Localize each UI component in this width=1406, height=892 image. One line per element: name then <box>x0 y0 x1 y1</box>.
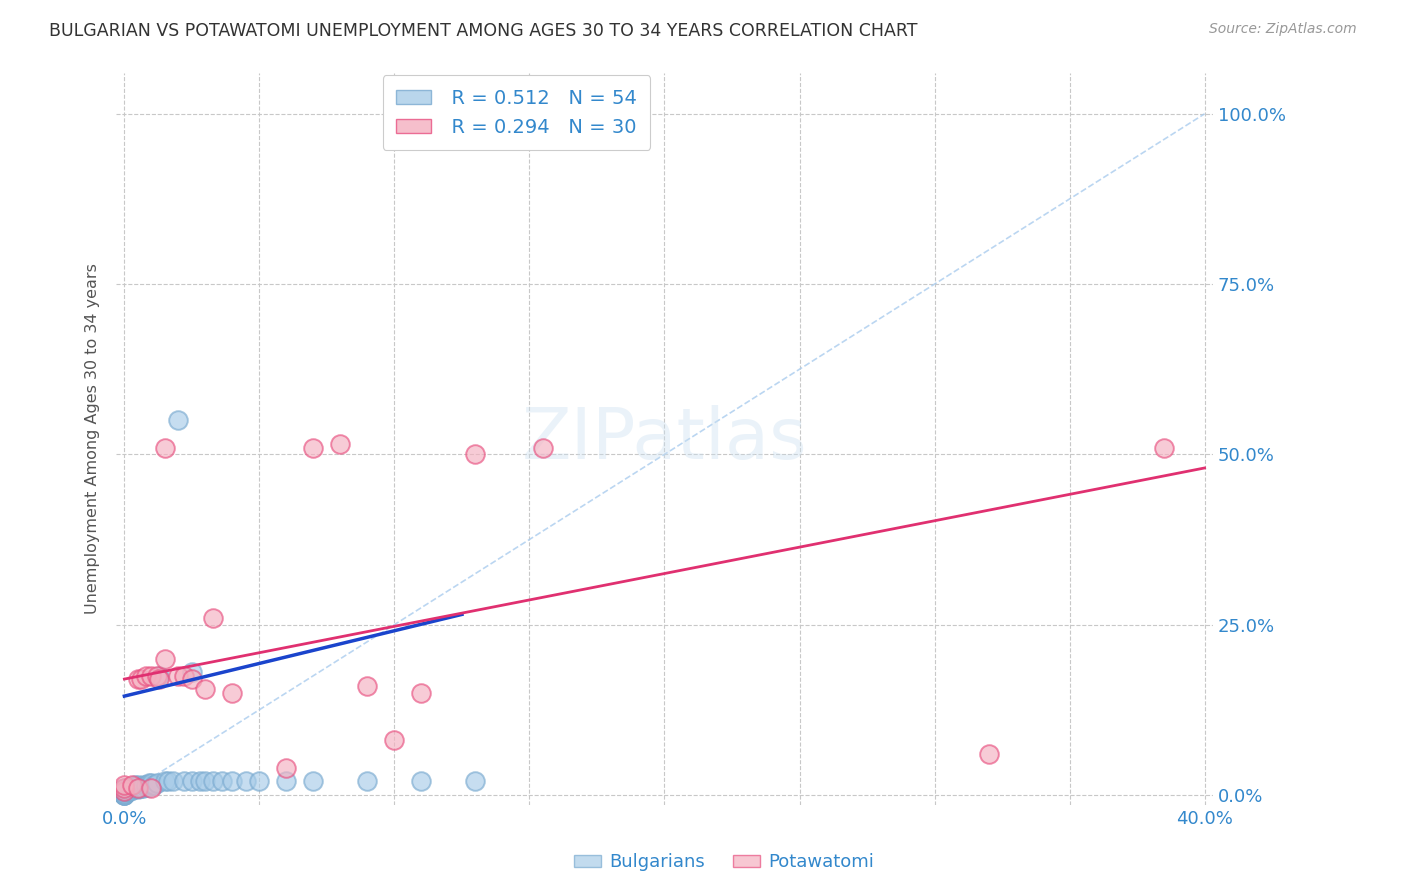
Point <box>132 778 155 792</box>
Point <box>188 774 211 789</box>
Point <box>276 761 298 775</box>
Point <box>180 774 202 789</box>
Point <box>356 774 378 789</box>
Point <box>118 784 141 798</box>
Point <box>148 668 170 682</box>
Point <box>356 679 378 693</box>
Point <box>146 668 169 682</box>
Point <box>135 778 157 792</box>
Point <box>235 774 257 789</box>
Point <box>112 780 135 795</box>
Point <box>121 783 143 797</box>
Point <box>112 788 135 802</box>
Point <box>118 780 141 795</box>
Point <box>146 775 169 789</box>
Point <box>127 782 149 797</box>
Point <box>138 780 160 794</box>
Point <box>112 788 135 802</box>
Legend: Bulgarians, Potawatomi: Bulgarians, Potawatomi <box>567 847 882 879</box>
Point <box>143 778 166 792</box>
Point <box>329 437 352 451</box>
Point <box>135 668 157 682</box>
Point <box>112 784 135 798</box>
Text: BULGARIAN VS POTAWATOMI UNEMPLOYMENT AMONG AGES 30 TO 34 YEARS CORRELATION CHART: BULGARIAN VS POTAWATOMI UNEMPLOYMENT AMO… <box>49 22 918 40</box>
Point <box>464 447 486 461</box>
Point <box>127 780 149 795</box>
Point <box>194 774 217 789</box>
Point <box>384 733 406 747</box>
Point <box>180 665 202 680</box>
Point <box>129 780 152 795</box>
Point <box>247 774 270 789</box>
Point <box>153 441 176 455</box>
Y-axis label: Unemployment Among Ages 30 to 34 years: Unemployment Among Ages 30 to 34 years <box>86 264 100 615</box>
Point <box>124 780 146 795</box>
Point <box>411 686 433 700</box>
Point <box>121 778 143 792</box>
Point <box>173 668 195 682</box>
Point <box>1153 441 1175 455</box>
Point <box>112 787 135 801</box>
Point <box>156 774 179 789</box>
Point <box>221 686 243 700</box>
Point <box>153 774 176 789</box>
Point <box>141 775 163 789</box>
Point <box>202 611 225 625</box>
Point <box>221 774 243 789</box>
Point <box>141 780 163 795</box>
Point <box>112 784 135 798</box>
Point <box>141 668 163 682</box>
Text: Source: ZipAtlas.com: Source: ZipAtlas.com <box>1209 22 1357 37</box>
Point <box>211 774 233 789</box>
Point <box>194 682 217 697</box>
Point <box>112 780 135 795</box>
Point <box>112 778 135 792</box>
Point <box>411 774 433 789</box>
Point <box>302 774 325 789</box>
Point <box>127 672 149 686</box>
Point <box>112 788 135 802</box>
Point <box>112 786 135 800</box>
Point <box>167 413 190 427</box>
Point <box>202 774 225 789</box>
Point <box>138 775 160 789</box>
Point <box>124 778 146 792</box>
Point <box>112 782 135 797</box>
Point <box>127 780 149 795</box>
Point <box>531 441 554 455</box>
Point <box>115 782 138 797</box>
Point <box>112 784 135 798</box>
Point <box>129 672 152 686</box>
Point <box>173 774 195 789</box>
Point <box>302 441 325 455</box>
Point <box>162 774 184 789</box>
Point <box>135 780 157 794</box>
Point <box>141 778 163 792</box>
Point <box>132 780 155 795</box>
Point <box>180 672 202 686</box>
Point <box>153 651 176 665</box>
Legend:   R = 0.512   N = 54,   R = 0.294   N = 30: R = 0.512 N = 54, R = 0.294 N = 30 <box>382 76 651 151</box>
Point <box>977 747 1000 761</box>
Point <box>121 780 143 794</box>
Point <box>129 780 152 794</box>
Point <box>121 780 143 795</box>
Point <box>167 668 190 682</box>
Text: ZIPatlas: ZIPatlas <box>522 405 807 474</box>
Point <box>127 778 149 792</box>
Point <box>276 774 298 789</box>
Point <box>115 784 138 798</box>
Point <box>464 774 486 789</box>
Point <box>148 672 170 686</box>
Point <box>112 788 135 802</box>
